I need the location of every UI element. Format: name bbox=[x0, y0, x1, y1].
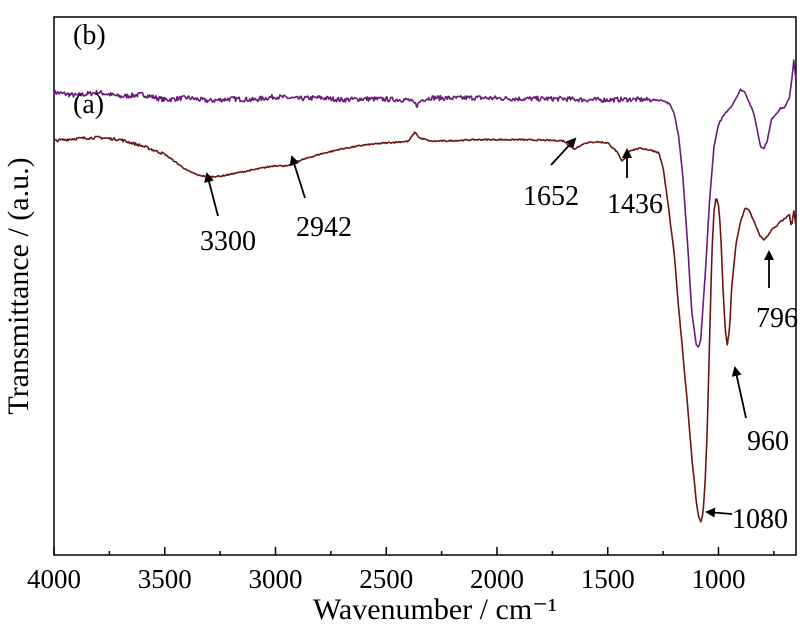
annotation-label: 1652 bbox=[523, 181, 579, 212]
spectra bbox=[53, 59, 797, 523]
x-tick-label: 2000 bbox=[470, 564, 524, 594]
annotation-arrow bbox=[289, 155, 306, 199]
series-label: (a) bbox=[73, 89, 104, 120]
x-tick-label: 1000 bbox=[691, 564, 745, 594]
annotation-arrow bbox=[705, 507, 733, 518]
annotation-arrow bbox=[204, 172, 219, 217]
x-tick-label: 3500 bbox=[138, 564, 192, 594]
annotation-label: 1436 bbox=[607, 189, 663, 220]
x-axis-title: Wavenumber / cm⁻¹ bbox=[313, 593, 557, 626]
x-ticks bbox=[53, 547, 775, 555]
x-tick-labels: 4000 3500 3000 2500 2000 1500 1000 bbox=[27, 564, 745, 594]
annotation-arrow bbox=[550, 137, 577, 166]
series-label: (b) bbox=[73, 20, 106, 51]
y-axis-title: Transmittance / (a.u.) bbox=[2, 157, 35, 414]
annotation-label: 1080 bbox=[732, 504, 788, 535]
x-tick-label: 1500 bbox=[581, 564, 635, 594]
series-line bbox=[53, 59, 797, 348]
annotation-label: 3300 bbox=[200, 226, 256, 257]
annotation-label: 960 bbox=[747, 426, 789, 457]
series-line bbox=[53, 131, 797, 523]
annotation-label: 2942 bbox=[296, 212, 352, 243]
x-tick-label: 3000 bbox=[248, 564, 302, 594]
plot-frame bbox=[53, 16, 797, 556]
annotation-label: 796 bbox=[756, 303, 798, 334]
series-labels: (b) (a) bbox=[73, 20, 106, 120]
annotation-arrow bbox=[731, 366, 747, 419]
x-tick-label: 2500 bbox=[359, 564, 413, 594]
x-tick-label: 4000 bbox=[27, 564, 81, 594]
peak-annotations: 3300 2942 1652 1436 796 960 1080 bbox=[200, 137, 798, 535]
